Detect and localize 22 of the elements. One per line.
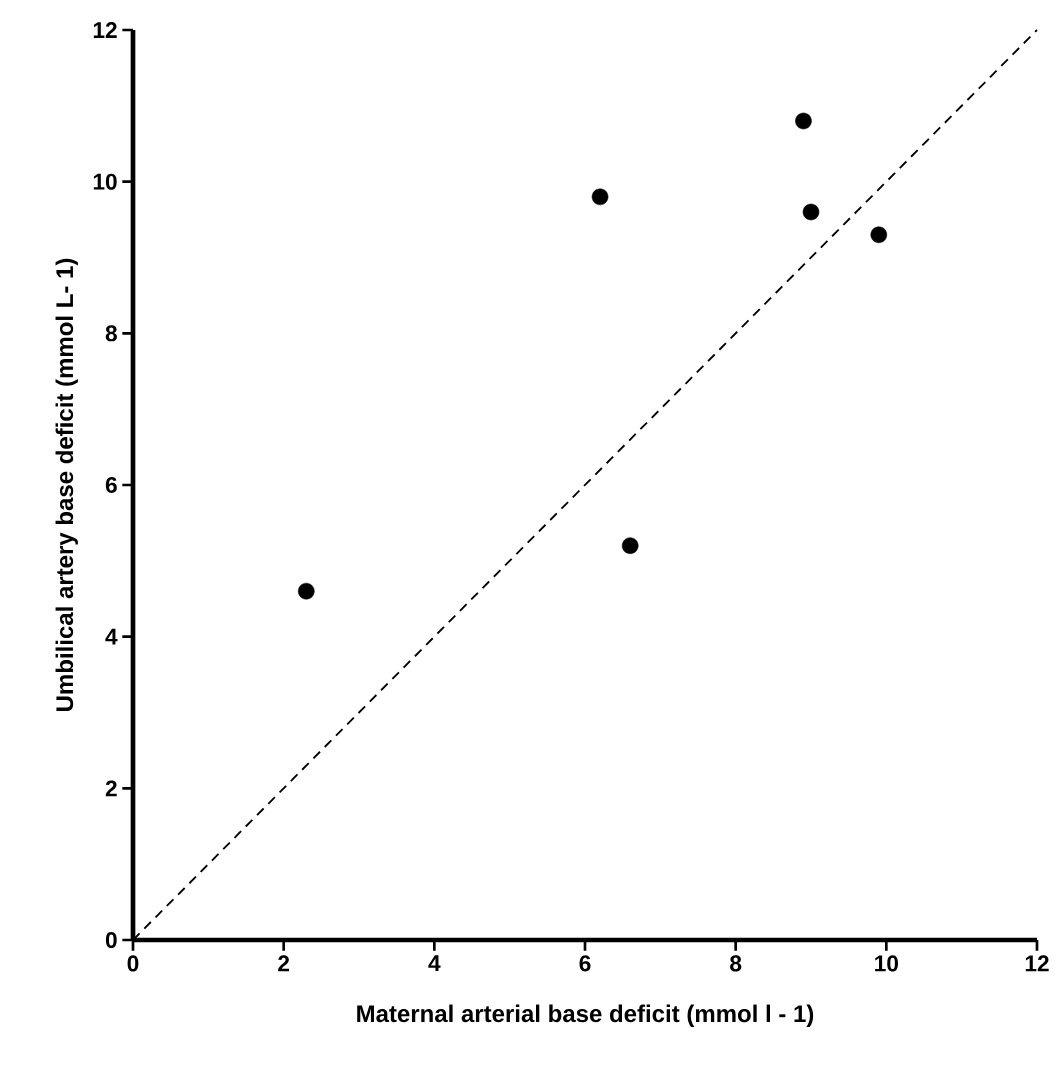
x-tick-label: 6 xyxy=(579,955,591,972)
point xyxy=(591,188,609,206)
y-tick-label: 2 xyxy=(105,780,117,797)
point xyxy=(795,112,812,130)
x-tick-label: 8 xyxy=(730,955,742,972)
point xyxy=(298,582,315,600)
y-tick-label: 0 xyxy=(105,931,117,949)
x-axis-title: Maternal arterial base deficit (mmol l - 1) xyxy=(357,1004,814,1027)
x-tick-label: 2 xyxy=(278,955,290,972)
y-tick-label: 6 xyxy=(105,476,117,494)
y-axis-title: Umbilical artery base deficit (mmol L- 1) xyxy=(55,258,78,711)
point xyxy=(621,537,639,554)
x-tick-label: 4 xyxy=(428,955,441,971)
point xyxy=(802,203,820,221)
y-tick-label: 12 xyxy=(93,22,117,38)
point xyxy=(870,226,888,244)
y-tick-label: 10 xyxy=(93,173,117,190)
x-tick-label: 12 xyxy=(1025,955,1049,972)
y-tick-label: 8 xyxy=(105,325,117,342)
y-tick-label: 4 xyxy=(105,628,118,645)
x-tick-label: 0 xyxy=(127,955,139,972)
x-tick-label: 10 xyxy=(875,955,898,972)
